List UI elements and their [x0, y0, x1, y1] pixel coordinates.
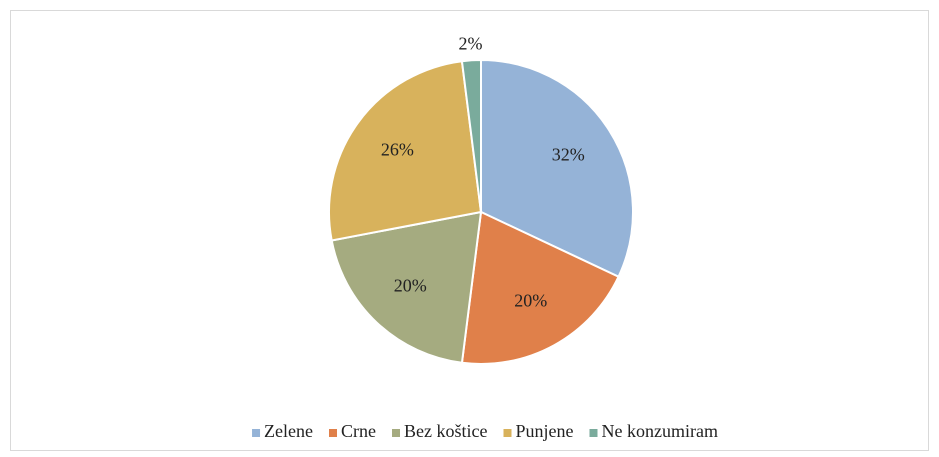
legend-marker: [392, 429, 401, 437]
pie-slice: [328, 60, 483, 242]
legend-label: Ne konzumiram: [601, 421, 717, 441]
legend-label: Crne: [341, 421, 376, 441]
data-label: 20%: [514, 291, 547, 311]
legend-label: Bez koštice: [404, 421, 487, 441]
legend-marker: [329, 429, 338, 437]
data-label: 20%: [394, 275, 427, 295]
legend: Zelene Crne Bez koštice Punjene Ne konzumira…: [252, 421, 718, 441]
legend-label: Zelene: [264, 421, 313, 441]
data-label: 32%: [552, 145, 585, 165]
data-label: 2%: [459, 33, 483, 53]
pie-slice: [480, 58, 634, 279]
legend-marker: [589, 429, 598, 437]
pie-slice: [460, 210, 620, 365]
data-label: 26%: [381, 139, 414, 159]
legend-marker: [252, 429, 261, 437]
pie-slice: [460, 58, 482, 213]
pie-slice: [330, 210, 483, 364]
legend-label: Punjene: [515, 421, 573, 441]
legend-marker: [503, 429, 512, 437]
